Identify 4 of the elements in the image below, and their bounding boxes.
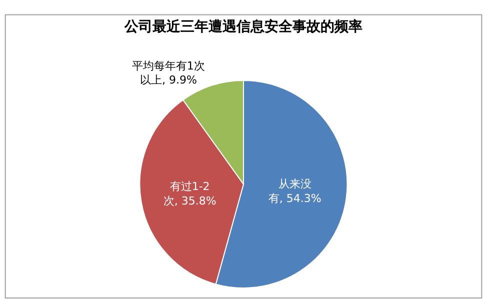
slice-label: 从来没有, 54.3% — [268, 178, 322, 205]
chart-title: 公司最近三年遭遇信息安全事故的频率 — [124, 18, 362, 35]
slice-label: 平均每年有1次以上, 9.9% — [132, 59, 205, 87]
slice-label: 有过1-2次, 35.8% — [163, 180, 216, 208]
